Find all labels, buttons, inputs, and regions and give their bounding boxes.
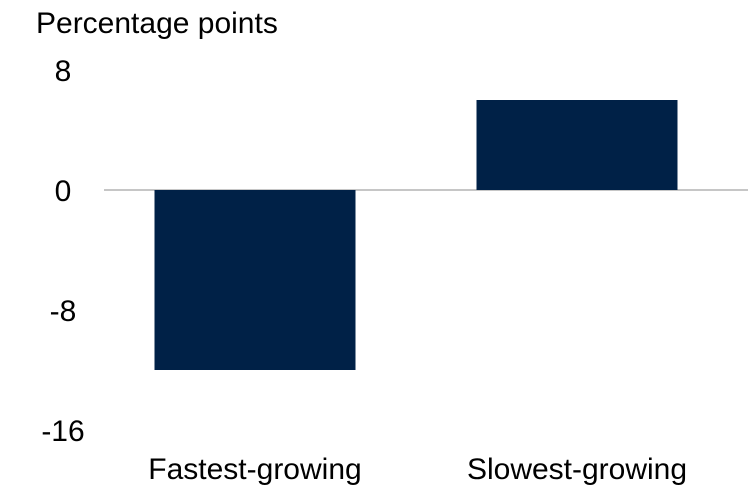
y-tick-label: -8	[50, 295, 77, 328]
x-tick-label: Fastest-growing	[148, 453, 361, 485]
y-axis-label: Percentage points	[36, 7, 278, 40]
x-axis-labels: Fastest-growing Slowest-growing	[148, 453, 687, 485]
bars-group	[154, 100, 678, 370]
y-axis-ticks: 8 0 -8 -16	[41, 55, 84, 448]
y-tick-label: 8	[55, 55, 72, 88]
bar	[476, 100, 678, 190]
x-tick-label: Slowest-growing	[467, 453, 687, 485]
bar	[154, 190, 356, 370]
y-tick-label: 0	[55, 175, 72, 208]
y-tick-label: -16	[41, 415, 84, 448]
